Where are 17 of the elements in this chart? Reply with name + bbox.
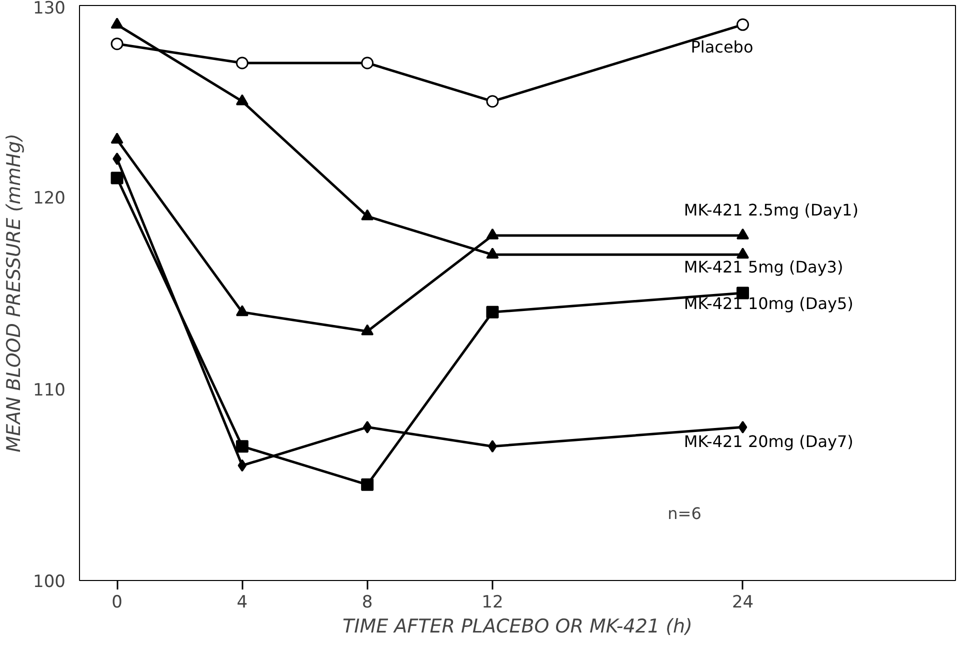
series-label: MK-421 5mg (Day3) xyxy=(684,258,844,277)
y-tick-label: 120 xyxy=(33,188,66,209)
annotation: n=6 xyxy=(668,504,702,523)
series-label: MK-421 10mg (Day5) xyxy=(684,294,854,313)
y-tick-label: 110 xyxy=(33,380,66,400)
series-label: MK-421 20mg (Day7) xyxy=(684,432,854,452)
y-tick-label: 100 xyxy=(33,572,66,592)
x-tick-label: 24 xyxy=(732,592,754,612)
x-axis-title: TIME AFTER PLACEBO OR MK-421 (h) xyxy=(342,616,692,638)
x-tick-label: 12 xyxy=(482,592,504,612)
x-tick-label: 8 xyxy=(362,592,373,612)
series-label: Placebo xyxy=(690,38,754,57)
x-tick-label: 4 xyxy=(236,592,248,612)
x-tick-label: 0 xyxy=(112,592,122,612)
y-axis-title: MEAN BLOOD PRESSURE (mmHg) xyxy=(3,134,26,452)
series-label: MK-421 2.5mg (Day1) xyxy=(684,200,858,220)
y-tick-label: 130 xyxy=(33,0,66,18)
